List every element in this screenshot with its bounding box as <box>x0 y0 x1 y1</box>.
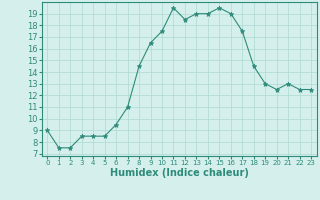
X-axis label: Humidex (Indice chaleur): Humidex (Indice chaleur) <box>110 168 249 178</box>
